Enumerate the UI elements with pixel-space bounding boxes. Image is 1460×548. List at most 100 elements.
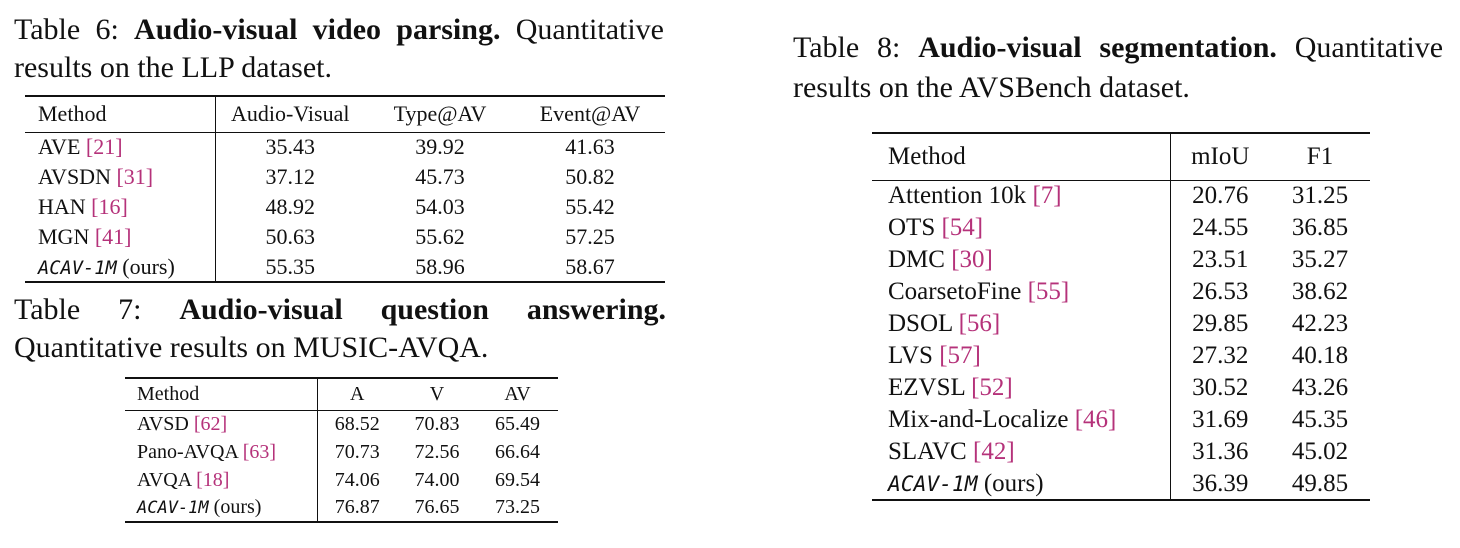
- caption-label: Table 8:: [793, 31, 901, 64]
- table-head: Method A V AV: [125, 378, 558, 410]
- value-cell: 50.63: [265, 224, 316, 249]
- method-cell: AVE [21]: [25, 132, 216, 162]
- value-cell: 35.27: [1291, 246, 1349, 273]
- method-cell: Mix-and-Localize [46]: [872, 404, 1171, 436]
- citation: [57]: [939, 342, 981, 369]
- column-header: Audio-Visual: [231, 101, 350, 127]
- table-row: DSOL [56] 29.85 42.23: [872, 308, 1370, 340]
- column-header: Event@AV: [539, 101, 641, 127]
- citation: [41]: [94, 224, 132, 249]
- table-body: AVSD [62] 68.52 70.83 65.49 Pano-AVQA [63] 70…: [125, 410, 558, 522]
- value-cell: 55.42: [565, 194, 615, 219]
- table-body: Attention 10k [7] 20.76 31.25 OTS [54] 24.55…: [872, 180, 1370, 500]
- column-header: Method: [872, 133, 1171, 180]
- method-name: ACAV-1M: [888, 471, 978, 497]
- value-cell: 23.51: [1192, 246, 1249, 273]
- value-cell: 27.32: [1192, 342, 1249, 369]
- method-name: LVS: [888, 342, 933, 369]
- results-table: Method mIoU F1 Attention 10k [7] 20.76 31.25 O…: [872, 132, 1370, 501]
- column-header: AV: [504, 382, 531, 405]
- value-cell: 31.36: [1192, 438, 1249, 465]
- method-cell: AVSDN [31]: [25, 162, 216, 192]
- method-note: (ours): [122, 253, 175, 279]
- table-row: LVS [57] 27.32 40.18: [872, 340, 1370, 372]
- value-cell: 30.52: [1192, 374, 1249, 401]
- method-name: AVSD: [137, 412, 189, 435]
- value-cell: 40.18: [1291, 342, 1349, 369]
- citation: [16]: [91, 194, 128, 219]
- method-name: AVSDN: [38, 164, 111, 189]
- table-row: HAN [16] 48.92 54.03 55.42: [25, 192, 665, 222]
- method-cell: DMC [30]: [872, 244, 1171, 276]
- citation: [55]: [1027, 278, 1070, 305]
- column-header: Method: [25, 96, 216, 132]
- method-name: Pano-AVQA: [137, 440, 238, 463]
- method-name: ACAV-1M: [137, 498, 209, 518]
- value-cell: 45.73: [415, 164, 465, 189]
- method-cell: OTS [54]: [872, 212, 1171, 244]
- value-cell: 41.63: [565, 134, 615, 160]
- citation: [30]: [951, 246, 993, 273]
- method-note: (ours): [983, 469, 1044, 497]
- column-header: A: [350, 382, 365, 405]
- table-row: EZVSL [52] 30.52 43.26: [872, 372, 1370, 404]
- value-cell: 29.85: [1192, 310, 1249, 337]
- value-cell: 69.54: [495, 468, 540, 491]
- value-cell: 58.96: [415, 253, 465, 279]
- caption-title: Audio-visual question answering.: [179, 293, 667, 326]
- table-caption: Table 7: Audio-visual question answering…: [14, 291, 666, 367]
- citation: [7]: [1032, 182, 1062, 210]
- header-row: Method A V AV: [125, 378, 558, 410]
- method-name: DSOL: [888, 310, 953, 337]
- value-cell: 74.00: [414, 468, 460, 491]
- header-row: Method mIoU F1: [872, 133, 1370, 180]
- column-header: Method: [125, 378, 318, 410]
- table-row: MGN [41] 50.63 55.62 57.25: [25, 222, 665, 252]
- method-cell: ACAV-1M (ours): [125, 494, 318, 522]
- method-cell: SLAVC [42]: [872, 436, 1171, 468]
- value-cell: 37.12: [265, 164, 316, 189]
- method-name: Mix-and-Localize: [888, 406, 1069, 433]
- value-cell: 76.87: [334, 496, 380, 518]
- method-cell: Pano-AVQA [63]: [125, 438, 318, 466]
- citation: [31]: [116, 164, 154, 189]
- table-row: AVE [21] 35.43 39.92 41.63: [25, 132, 665, 162]
- table-row: DMC [30] 23.51 35.27: [872, 244, 1370, 276]
- value-cell: 45.02: [1291, 438, 1349, 465]
- method-cell: LVS [57]: [872, 340, 1171, 372]
- method-name: SLAVC: [888, 438, 967, 465]
- value-cell: 54.03: [415, 194, 465, 219]
- citation: [52]: [971, 374, 1013, 401]
- method-cell: Attention 10k [7]: [872, 180, 1171, 212]
- table-head: Method Audio-Visual Type@AV Event@AV: [25, 96, 665, 132]
- value-cell: 38.62: [1291, 278, 1349, 305]
- value-cell: 31.69: [1192, 406, 1249, 433]
- value-cell: 36.39: [1192, 469, 1249, 497]
- method-note: (ours): [213, 496, 262, 518]
- citation: [46]: [1074, 406, 1117, 433]
- value-cell: 66.64: [495, 440, 540, 463]
- method-cell: AVQA [18]: [125, 466, 318, 494]
- caption-text: Quantitative results on the AVSBench dat…: [793, 31, 1444, 104]
- method-name: MGN: [38, 224, 90, 249]
- method-cell: HAN [16]: [25, 192, 216, 222]
- value-cell: 43.26: [1291, 374, 1349, 401]
- value-cell: 65.49: [495, 412, 540, 435]
- method-name: CoarsetoFine: [888, 278, 1022, 305]
- caption-title: Audio-visual segmentation.: [918, 31, 1277, 64]
- citation: [42]: [973, 438, 1015, 465]
- value-cell: 50.82: [565, 164, 615, 189]
- value-cell: 24.55: [1192, 214, 1249, 241]
- value-cell: 48.92: [265, 194, 316, 219]
- caption-text: Quantitative results on MUSIC-AVQA.: [14, 331, 489, 364]
- method-cell: ACAV-1M (ours): [872, 468, 1171, 500]
- method-cell: CoarsetoFine [55]: [872, 276, 1171, 308]
- table-row: AVQA [18] 74.06 74.00 69.54: [125, 466, 558, 494]
- citation: [18]: [196, 468, 230, 491]
- table-body: AVE [21] 35.43 39.92 41.63 AVSDN [31] 37.12 45…: [25, 132, 665, 282]
- table-row: ACAV-1M (ours) 76.87 76.65 73.25: [125, 494, 558, 522]
- column-header: F1: [1306, 142, 1334, 170]
- citation: [63]: [242, 440, 277, 463]
- method-name: EZVSL: [888, 374, 965, 401]
